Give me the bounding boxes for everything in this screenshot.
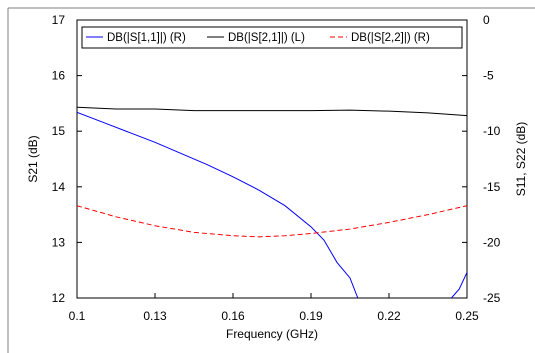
y-left-tick-label: 12 bbox=[52, 291, 66, 305]
y-left-tick-label: 13 bbox=[52, 235, 66, 249]
series-line-3 bbox=[77, 205, 467, 238]
series-line-0 bbox=[77, 111, 359, 298]
legend-label-0: DB(|S[1,1]|) (R) bbox=[107, 32, 186, 44]
y-right-tick-label: -5 bbox=[483, 69, 494, 83]
y-left-tick-label: 14 bbox=[52, 180, 66, 194]
y-axis-label-left: S21 (dB) bbox=[26, 135, 40, 182]
x-tick-label: 0.1 bbox=[69, 309, 86, 323]
legend-label-2: DB(|S[2,2]|) (R) bbox=[351, 32, 430, 44]
y-left-tick-label: 17 bbox=[52, 13, 66, 27]
y-axis-label-right: S11, S22 (dB) bbox=[514, 122, 528, 196]
x-tick-label: 0.25 bbox=[455, 309, 479, 323]
x-tick-label: 0.22 bbox=[377, 309, 401, 323]
y-right-tick-label: -25 bbox=[483, 291, 501, 305]
y-right-tick-label: 0 bbox=[483, 13, 490, 27]
series-layer bbox=[77, 106, 467, 298]
y-right-tick-label: -15 bbox=[483, 180, 501, 194]
plot-area bbox=[76, 19, 468, 299]
y-right-tick-label: -10 bbox=[483, 124, 501, 138]
legend: DB(|S[1,1]|) (R) DB(|S[2,1]|) (L) DB(|S[2,… bbox=[81, 26, 463, 49]
legend-label-1: DB(|S[2,1]|) (L) bbox=[228, 32, 305, 44]
y-right-tick-label: -20 bbox=[483, 235, 501, 249]
x-tick-label: 0.19 bbox=[299, 309, 323, 323]
x-axis-label: Frequency (GHz) bbox=[226, 327, 318, 341]
y-left-tick-label: 15 bbox=[52, 124, 66, 138]
legend-box bbox=[81, 26, 463, 49]
series-line-2 bbox=[77, 106, 467, 117]
series-line-1 bbox=[451, 272, 467, 298]
x-tick-label: 0.13 bbox=[143, 309, 167, 323]
x-tick-label: 0.16 bbox=[221, 309, 245, 323]
ticks-layer: 0.1 0.13 0.16 0.19 0.22 0.25 12 13 14 15 16 17 -25 -2… bbox=[52, 13, 501, 323]
y-left-tick-label: 16 bbox=[52, 69, 66, 83]
